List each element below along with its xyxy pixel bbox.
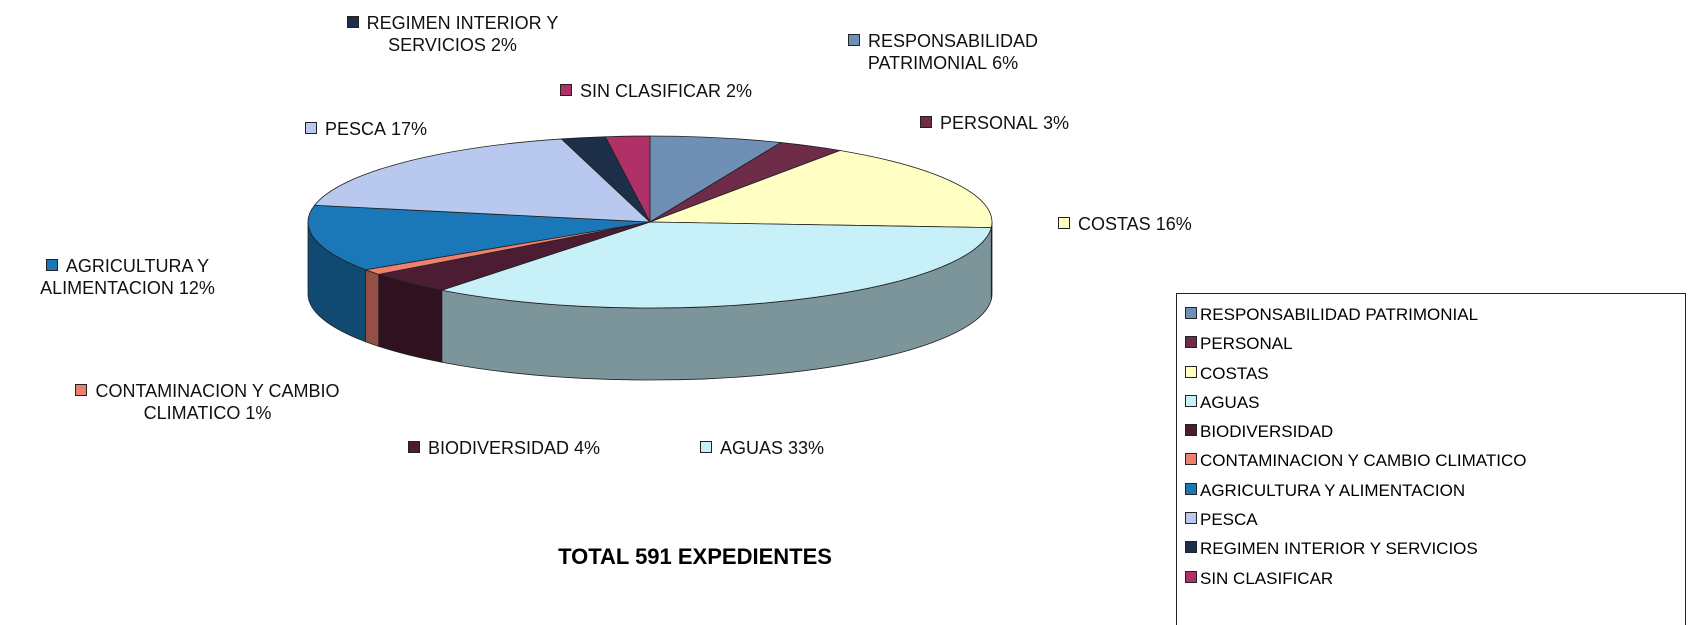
legend-label: CONTAMINACION Y CAMBIO CLIMATICO (1200, 451, 1527, 471)
slice (313, 138, 652, 223)
label-name: SIN CLASIFICAR (580, 81, 722, 101)
legend-label: SIN CLASIFICAR (1200, 568, 1334, 588)
label-value: 2% (726, 81, 753, 101)
label-value: 12% (178, 278, 215, 298)
label-name: COSTAS (1078, 214, 1151, 234)
label-value: 1% (245, 403, 272, 423)
label-marker (408, 441, 420, 453)
label-marker (1058, 217, 1070, 229)
data-label: AGRICULTURA Y ALIMENTACION 12% (10, 255, 245, 299)
legend-label: PESCA (1200, 510, 1258, 530)
slice (440, 221, 992, 309)
legend-item: SIN CLASIFICAR (1177, 564, 1685, 593)
legend-item: CONTAMINACION Y CAMBIO CLIMATICO (1177, 446, 1685, 475)
data-label: AGUAS 33% (700, 437, 824, 459)
legend-marker (1185, 365, 1197, 378)
label-marker (305, 122, 317, 134)
label-value: 33% (788, 438, 825, 458)
legend-item: PESCA (1177, 505, 1685, 534)
legend-marker (1185, 307, 1197, 319)
label-marker (700, 441, 712, 453)
label-value: 3% (1043, 113, 1070, 133)
legend-label: COSTAS (1200, 363, 1269, 383)
legend-label: BIODIVERSIDAD (1200, 422, 1334, 442)
label-marker (847, 34, 860, 46)
legend-marker (1185, 541, 1197, 554)
data-label: SIN CLASIFICAR 2% (560, 80, 752, 102)
label-marker (920, 116, 932, 128)
legend-label: AGRICULTURA Y ALIMENTACION (1200, 480, 1466, 500)
label-name: AGUAS (720, 438, 784, 458)
chart-title: TOTAL 591 EXPEDIENTES (558, 544, 832, 569)
label-value: 4% (574, 438, 601, 458)
legend-item: PERSONAL (1177, 329, 1685, 358)
data-label: RESPONSABILIDAD PATRIMONIAL 6% (828, 30, 1058, 74)
label-name: REGIMEN INTERIOR Y SERVICIOS (366, 13, 559, 55)
legend: RESPONSABILIDAD PATRIMONIAL PERSONAL COSTA… (1176, 293, 1686, 625)
legend-marker (1185, 453, 1197, 466)
slice-side (365, 269, 380, 347)
label-name: RESPONSABILIDAD PATRIMONIAL (867, 31, 1039, 73)
legend-item: BIODIVERSIDAD (1177, 417, 1685, 446)
slice (604, 135, 651, 223)
legend-marker (1185, 570, 1197, 583)
label-marker (346, 16, 359, 28)
label-marker (75, 384, 88, 396)
label-name: AGRICULTURA Y ALIMENTACION (40, 256, 210, 298)
label-name: BIODIVERSIDAD (428, 438, 570, 458)
label-name: PERSONAL (940, 113, 1039, 133)
legend-item: AGUAS (1177, 388, 1685, 417)
label-value: 16% (1155, 214, 1192, 234)
data-label: REGIMEN INTERIOR Y SERVICIOS 2% (330, 12, 575, 56)
label-name: PESCA (325, 119, 387, 139)
legend-label: RESPONSABILIDAD PATRIMONIAL (1200, 305, 1479, 324)
label-marker (45, 259, 58, 271)
data-label: BIODIVERSIDAD 4% (408, 437, 600, 459)
label-value: 6% (992, 53, 1019, 73)
legend-marker (1185, 482, 1197, 495)
legend-marker (1185, 424, 1197, 437)
legend-item: RESPONSABILIDAD PATRIMONIAL (1177, 300, 1685, 329)
legend-label: AGUAS (1200, 392, 1260, 412)
label-value: 2% (490, 35, 517, 55)
slice (649, 150, 993, 229)
label-name: CONTAMINACION Y CAMBIO CLIMATICO (95, 381, 340, 423)
data-label: PERSONAL 3% (920, 112, 1069, 134)
legend-marker (1185, 512, 1197, 525)
slice (649, 135, 783, 223)
data-label: COSTAS 16% (1058, 213, 1192, 235)
legend-label: REGIMEN INTERIOR Y SERVICIOS (1200, 539, 1478, 559)
legend-item: AGRICULTURA Y ALIMENTACION (1177, 476, 1685, 505)
legend-item: REGIMEN INTERIOR Y SERVICIOS (1177, 534, 1685, 563)
data-label: PESCA 17% (305, 118, 427, 140)
data-label: CONTAMINACION Y CAMBIO CLIMATICO 1% (55, 380, 360, 424)
legend-marker (1185, 394, 1197, 407)
slice (307, 204, 651, 271)
legend-item: COSTAS (1177, 359, 1685, 388)
legend-label: PERSONAL (1200, 334, 1293, 354)
legend-marker (1185, 336, 1197, 349)
label-value: 17% (391, 119, 428, 139)
label-marker (560, 84, 572, 96)
